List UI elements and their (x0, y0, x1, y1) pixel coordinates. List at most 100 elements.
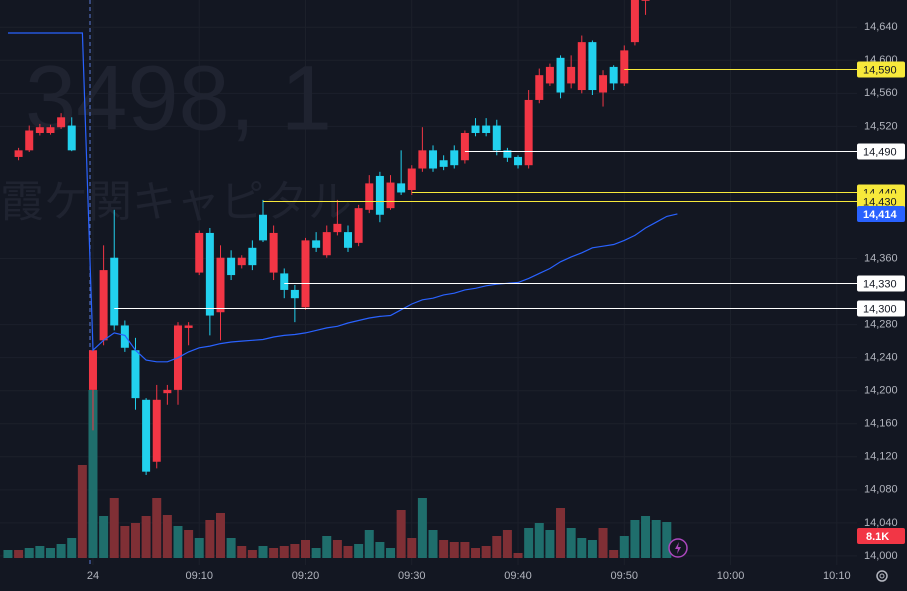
y-tick-label: 14,120 (864, 451, 898, 463)
price-pane (8, 0, 857, 475)
volume-bar (481, 546, 491, 558)
candle-body (630, 0, 639, 43)
candle-body (386, 182, 395, 209)
volume-bar (24, 548, 34, 558)
volume-bar (354, 544, 364, 558)
y-tick-label: 14,080 (864, 484, 898, 496)
candle-body (322, 232, 331, 256)
grid (0, 0, 857, 565)
candle-body (237, 257, 246, 266)
volume-bar (417, 498, 427, 558)
candle-body (290, 289, 299, 299)
volume-bar (566, 528, 576, 558)
y-tick-label: 14,520 (864, 120, 898, 132)
candle-body (439, 160, 448, 167)
volume-bar (301, 540, 311, 558)
level-label: 14,330 (863, 278, 897, 290)
volume-bar (205, 520, 215, 558)
candle-body (482, 125, 491, 133)
candle-body (110, 257, 119, 326)
candle-body (131, 350, 140, 399)
volume-bar (290, 544, 300, 558)
candle-body (216, 257, 225, 313)
candle-body (46, 127, 55, 133)
volume-bar (99, 516, 109, 558)
volume-bar (35, 546, 45, 558)
candle-body (524, 99, 533, 166)
volume-bar (471, 548, 481, 558)
volume-bar (88, 390, 98, 558)
candle-body (609, 66, 618, 84)
candle-body (333, 223, 342, 233)
volume-bar (534, 523, 544, 558)
x-tick-label: 10:00 (717, 570, 745, 582)
candle-body (429, 150, 438, 169)
volume-bar (651, 520, 661, 558)
volume-bar (375, 542, 385, 558)
candle-body (503, 150, 512, 158)
volume-bar (492, 536, 502, 558)
candle-body (492, 125, 501, 151)
volume-bar (269, 548, 279, 558)
alert-icon[interactable] (668, 538, 688, 558)
volume-last-label: 8.1K (866, 531, 889, 543)
candle-body (397, 183, 406, 193)
candle-body (152, 399, 161, 462)
candle-body (407, 168, 416, 190)
volume-bar (45, 548, 55, 558)
volume-bar (77, 465, 87, 558)
settings-icon[interactable] (876, 570, 888, 582)
y-tick-label: 14,040 (864, 517, 898, 529)
volume-bar (226, 538, 236, 558)
level-label-box (857, 193, 905, 210)
volume-bar (332, 540, 342, 558)
volume-bar (587, 540, 597, 558)
x-tick-label: 09:10 (185, 570, 213, 582)
candle-body (471, 125, 480, 133)
candle-body (545, 66, 554, 84)
volume-bar (460, 542, 470, 558)
y-tick-label: 14,200 (864, 385, 898, 397)
candle-body (142, 399, 151, 472)
volume-bar (577, 538, 587, 558)
volume-bar (311, 548, 321, 558)
candle-body (35, 127, 44, 133)
candle-body (195, 232, 204, 273)
candle-body (588, 42, 597, 91)
level-label-box (857, 143, 905, 160)
volume-bar (130, 523, 140, 558)
candle-body (365, 183, 374, 210)
volume-bar (258, 546, 268, 558)
volume-bar (247, 550, 257, 558)
volume-bar (502, 530, 512, 558)
y-tick-label: 14,160 (864, 418, 898, 430)
level-label: 14,430 (863, 196, 897, 208)
candle-body (25, 130, 34, 151)
volume-bar (396, 510, 406, 558)
volume-bar (609, 550, 619, 558)
volume-bar (545, 530, 555, 558)
volume-bar (386, 548, 396, 558)
volume-bar (279, 546, 289, 558)
candle-body (301, 240, 310, 308)
y-tick-label: 14,360 (864, 252, 898, 264)
candle-body (67, 125, 76, 151)
candle-body (620, 50, 629, 84)
volume-bar (194, 538, 204, 558)
volume-bar (237, 546, 247, 558)
watermark-symbol: 3498, 1 (25, 47, 332, 149)
volume-bar (56, 544, 66, 558)
volume-bar (439, 540, 449, 558)
candle-body (354, 208, 363, 243)
volume-bar (173, 526, 183, 558)
y-tick-label: 14,280 (864, 319, 898, 331)
candle-body (599, 75, 608, 93)
level-label-box (857, 300, 905, 317)
candle-body (88, 350, 97, 390)
volume-bar (524, 528, 534, 558)
candle-body (120, 325, 129, 348)
volume-bar (662, 522, 672, 558)
y-tick-label: 14,640 (864, 21, 898, 33)
